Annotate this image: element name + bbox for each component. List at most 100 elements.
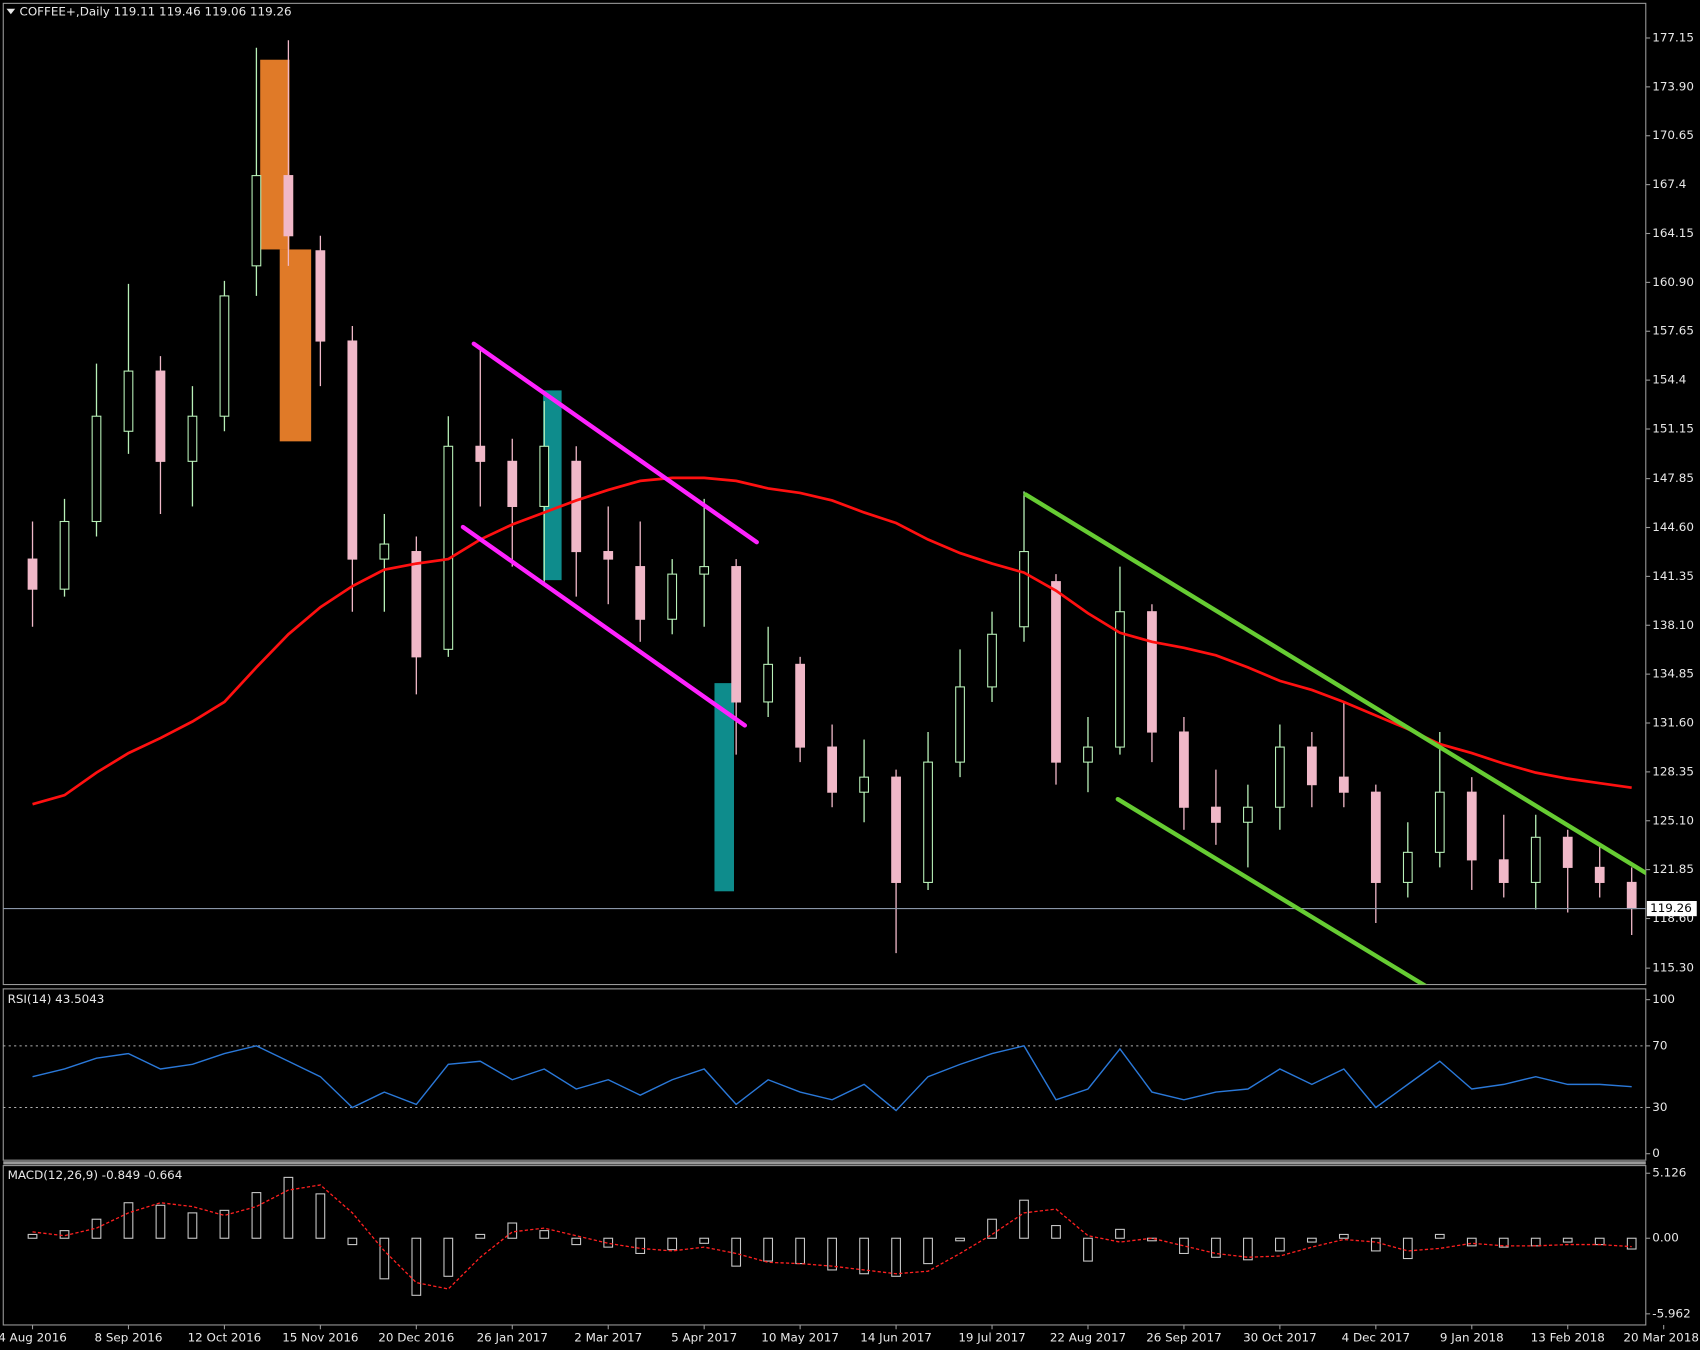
trend-lines [460, 341, 1646, 985]
candle-body [475, 445, 486, 462]
macd-bar [1275, 1237, 1285, 1252]
macd-bar [1243, 1237, 1253, 1261]
candle-body [123, 370, 134, 432]
candle-body [187, 415, 198, 462]
candle-body [1626, 881, 1637, 910]
macd-bar [219, 1209, 230, 1239]
y-tick-label: 70 [1652, 1038, 1667, 1052]
candle-body [699, 566, 710, 575]
y-tick-label: 170.65 [1652, 128, 1694, 142]
x-tick-label: 26 Sep 2017 [1146, 1330, 1221, 1344]
macd-bar [411, 1237, 422, 1296]
y-tick-label: 125.10 [1652, 813, 1694, 827]
candle-body [1594, 866, 1605, 883]
candle-body [603, 551, 614, 560]
y-tick-label: 115.30 [1652, 961, 1694, 975]
macd-bar [731, 1237, 742, 1267]
x-tick-label: 26 Jan 2017 [477, 1330, 548, 1344]
x-tick-label: 22 Aug 2017 [1050, 1330, 1126, 1344]
rsi-line [32, 1045, 1632, 1112]
candle-body [443, 445, 454, 650]
macd-bar [1498, 1237, 1509, 1248]
y-tick-label: 0.00 [1652, 1231, 1679, 1245]
macd-bar [795, 1237, 806, 1265]
x-tick-label: 20 Mar 2018 [1623, 1330, 1698, 1344]
y-tick-label: 5.126 [1652, 1166, 1686, 1180]
macd-bar [507, 1222, 518, 1239]
candle-body [1051, 581, 1061, 763]
y-tick-label: 151.15 [1652, 422, 1694, 436]
candle-body [283, 175, 294, 237]
macd-bar [571, 1237, 582, 1246]
candle-body [315, 250, 326, 342]
trend-line [460, 524, 748, 728]
macd-panel [27, 1176, 1637, 1296]
candle-body [1115, 611, 1125, 748]
x-tick-label: 4 Aug 2016 [0, 1330, 67, 1344]
y-tick-label: 147.85 [1652, 471, 1694, 485]
macd-title: MACD(12,26,9) -0.849 -0.664 [8, 1168, 183, 1182]
y-tick-label: 154.4 [1652, 373, 1686, 387]
macd-bar [379, 1237, 390, 1280]
macd-bar [859, 1237, 869, 1275]
macd-bar [827, 1237, 837, 1271]
candle-body [1498, 859, 1509, 883]
candle-body [1275, 746, 1285, 808]
macd-bar [123, 1202, 134, 1239]
macd-bar [1562, 1237, 1573, 1243]
macd-bar [1338, 1233, 1349, 1239]
candle-body [987, 633, 997, 688]
y-tick-label: 121.85 [1652, 862, 1694, 876]
macd-bar [475, 1233, 486, 1239]
drawing-box [714, 683, 734, 892]
candle-body [635, 566, 646, 620]
macd-bar [1626, 1237, 1637, 1250]
trend-line [1023, 492, 1646, 876]
x-tick-label: 9 Jan 2018 [1440, 1330, 1504, 1344]
candle-body [1306, 746, 1317, 786]
y-tick-label: 144.60 [1652, 520, 1694, 534]
candle-body [1530, 836, 1541, 883]
signal-line [32, 1184, 1632, 1290]
macd-bar [539, 1230, 550, 1239]
candle-body [347, 340, 358, 560]
macd-bar [59, 1230, 70, 1239]
x-tick-label: 4 Dec 2017 [1342, 1330, 1410, 1344]
price-panel [3, 40, 1646, 954]
candle-body [539, 445, 550, 507]
axes: 177.15 173.90 170.65 167.4 164.15 160.90 157.6… [0, 30, 1699, 1344]
macd-bar [347, 1237, 358, 1246]
moving-average [32, 476, 1632, 806]
candle-body [1211, 806, 1221, 823]
candle-body [667, 573, 678, 620]
y-tick-label: 157.65 [1652, 324, 1694, 338]
macd-bar [923, 1237, 933, 1265]
y-tick-label: 160.90 [1652, 275, 1694, 289]
x-tick-label: 8 Sep 2016 [95, 1330, 163, 1344]
candle-body [731, 566, 742, 703]
candle-body [507, 460, 518, 507]
x-tick-label: 10 May 2017 [761, 1330, 839, 1344]
candle-body [1147, 611, 1157, 733]
macd-bar [155, 1204, 166, 1239]
x-tick-label: 20 Dec 2016 [378, 1330, 454, 1344]
candle-body [1402, 851, 1413, 883]
macd-bar [891, 1237, 901, 1277]
candle-body [1370, 791, 1381, 883]
candle-body [1019, 551, 1029, 628]
trend-line [471, 341, 759, 545]
y-tick-label: 30 [1652, 1100, 1667, 1114]
y-tick-label: 177.15 [1652, 30, 1694, 44]
macd-bar [443, 1237, 454, 1277]
macd-bar [283, 1176, 294, 1239]
menu-arrow[interactable] [6, 8, 16, 15]
candle-body [251, 175, 262, 267]
panel-frames [2, 2, 1647, 1326]
macd-bar [1115, 1228, 1125, 1239]
candle-body [571, 460, 582, 553]
x-tick-label: 12 Oct 2016 [188, 1330, 262, 1344]
candle-body [27, 558, 38, 590]
x-tick-label: 19 Jul 2017 [958, 1330, 1025, 1344]
candle-body [59, 520, 70, 590]
